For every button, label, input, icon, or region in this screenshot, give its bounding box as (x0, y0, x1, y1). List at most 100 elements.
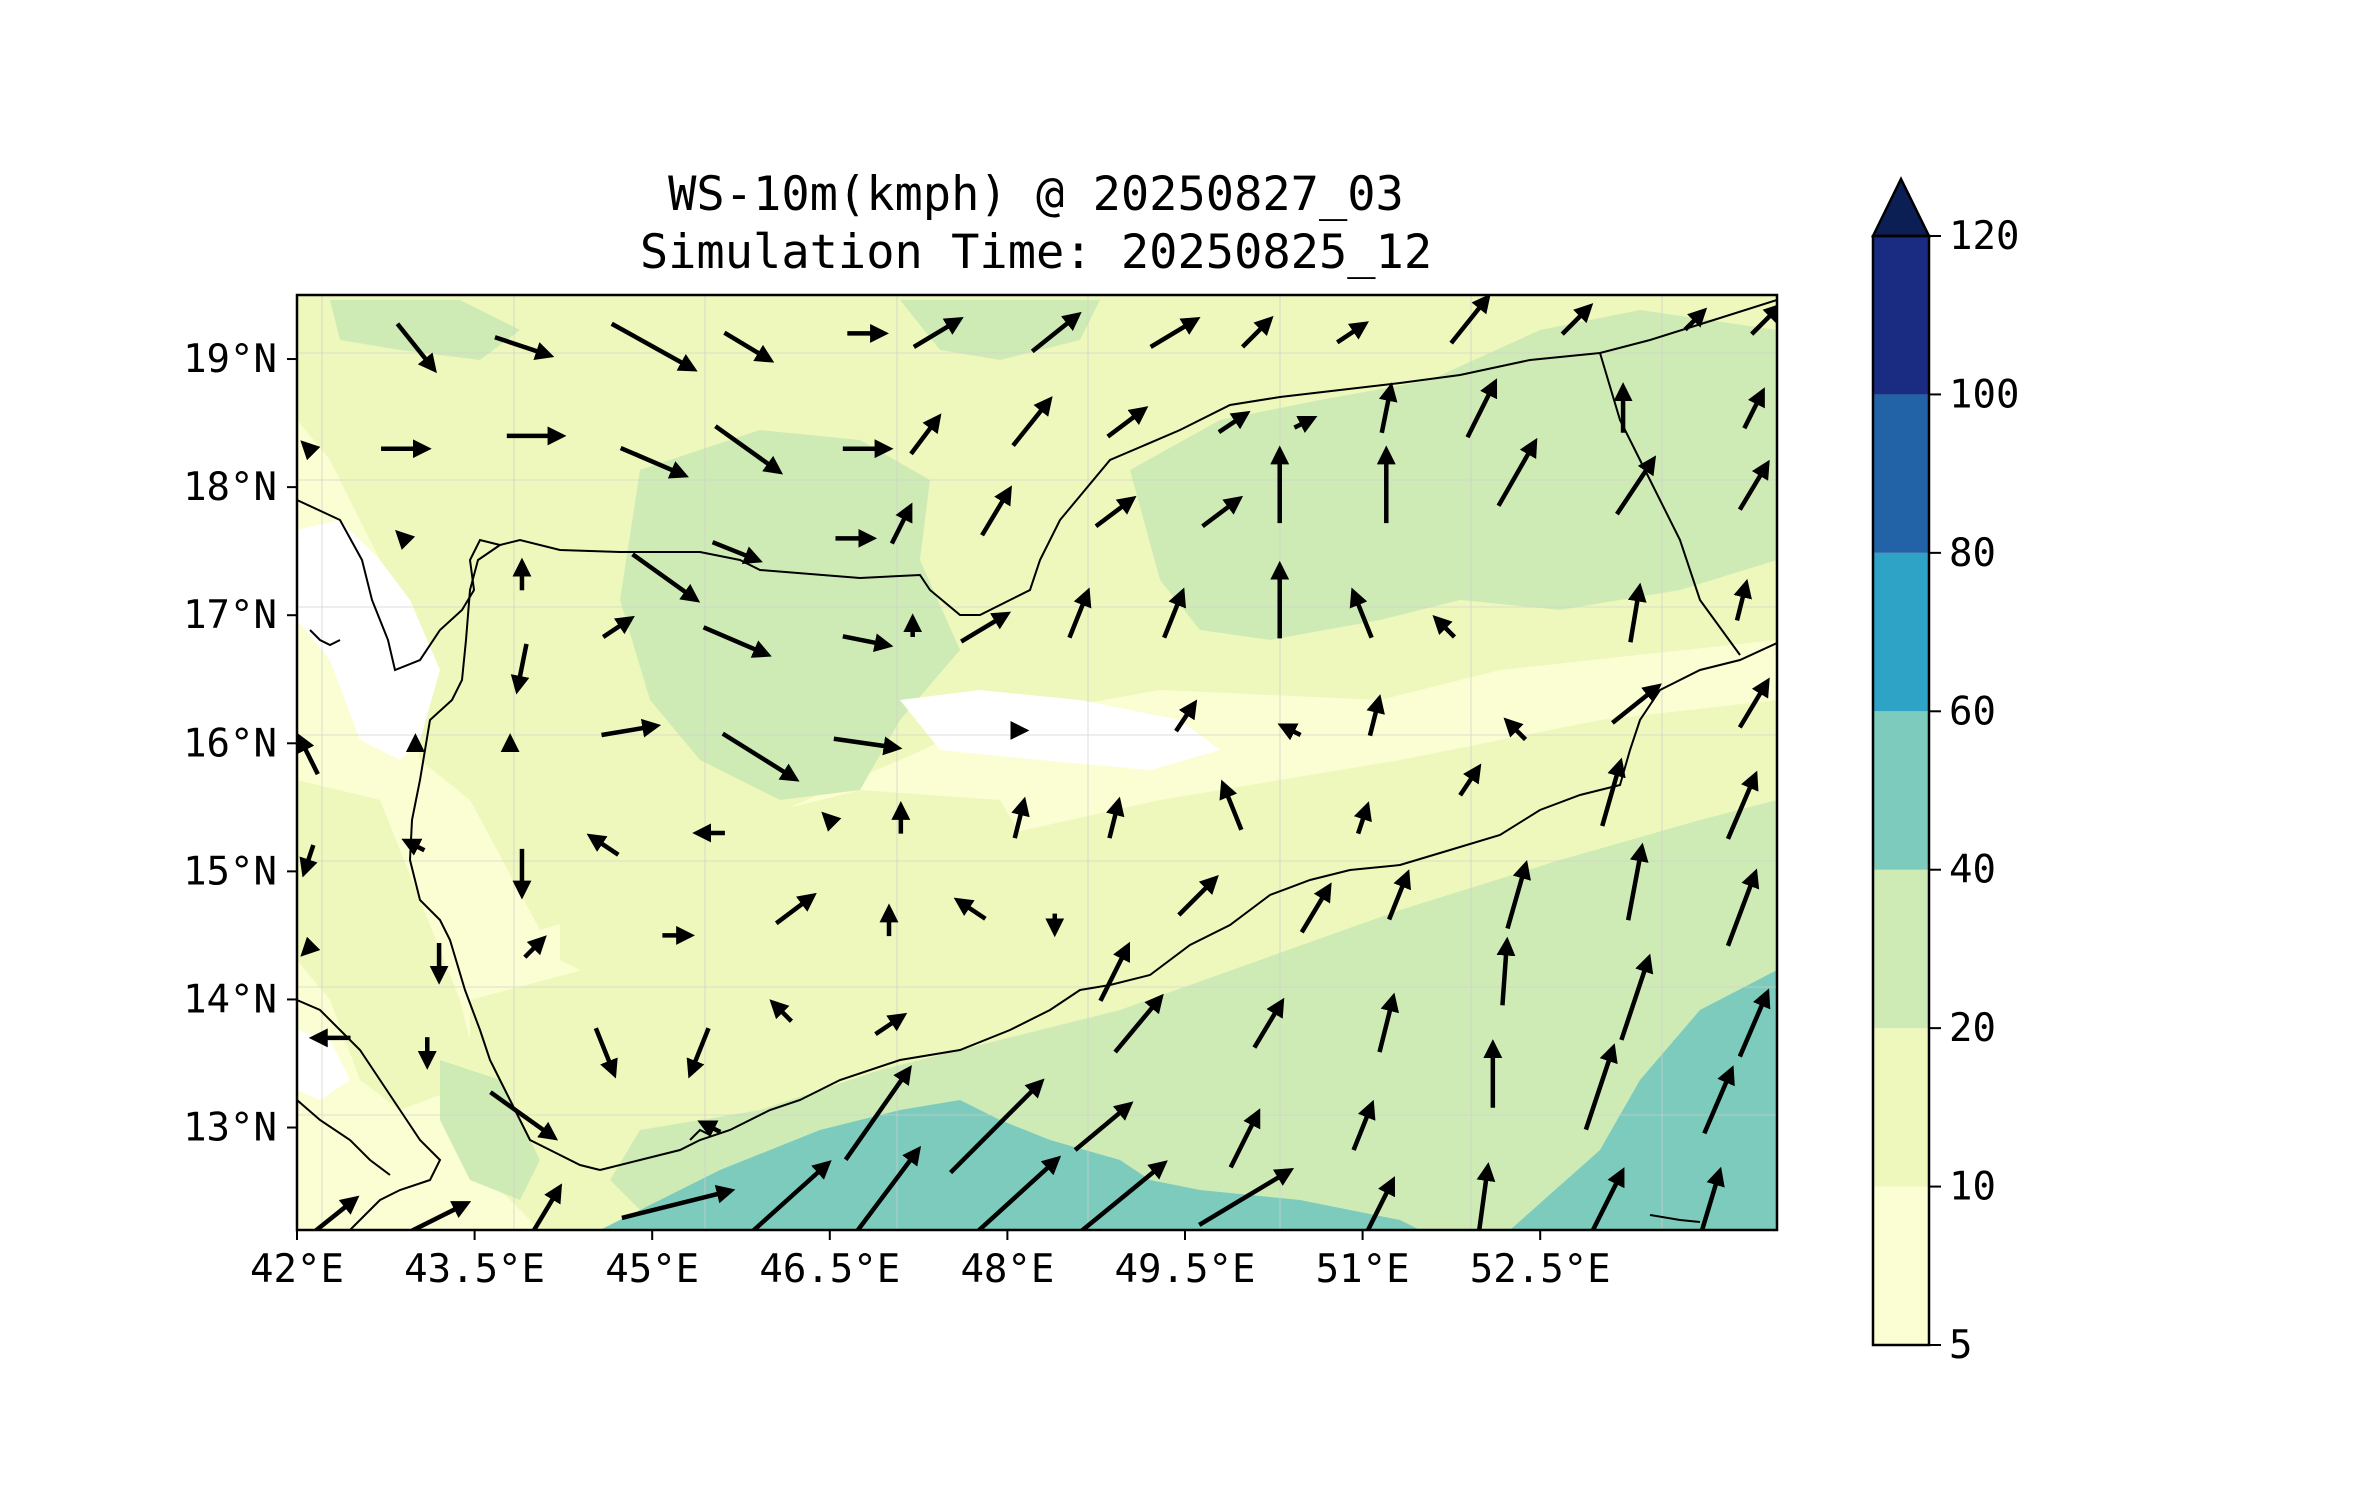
wind-arrow (1432, 615, 1457, 639)
lon-tick-label: 48°E (960, 1247, 1054, 1292)
lon-tick-label: 46.5°E (759, 1247, 900, 1292)
wind-arrow (1615, 455, 1657, 516)
colorbar-segment (1873, 1028, 1929, 1187)
white-patch-west-south (297, 1030, 350, 1100)
shade-west-coast (297, 780, 480, 1110)
wind-arrow (586, 833, 620, 857)
shade-arabian-sea (1510, 970, 1777, 1230)
wind-arrow (1505, 860, 1531, 930)
wind-arrow (1583, 1043, 1618, 1131)
wind-arrow (1277, 723, 1302, 741)
lon-tick-label: 42°E (250, 1247, 344, 1292)
wind-arrow (1106, 406, 1149, 439)
arabian-west-coast (408, 544, 601, 1171)
colorbar-segment (1873, 711, 1929, 870)
wind-arrow (401, 838, 426, 856)
wind-arrow (1217, 410, 1251, 434)
wind-arrow (1625, 842, 1649, 921)
african-coast-short (297, 1099, 391, 1176)
wind-arrow (686, 1027, 711, 1079)
wind-arrow (912, 317, 964, 349)
wind-arrow (1600, 757, 1626, 827)
wind-arrow (1113, 993, 1164, 1054)
colorbar-tick-label: 120 (1949, 214, 2019, 259)
wind-arrow (1590, 1167, 1625, 1230)
colorbar-segment (1873, 1186, 1929, 1345)
lon-tick-label: 43.5°E (404, 1247, 545, 1292)
wind-arrow (711, 540, 763, 565)
wind-arrow (1683, 307, 1708, 332)
wind-arrow (523, 935, 547, 959)
wind-arrow (1073, 1101, 1134, 1152)
longitude-ticks: 42°E 43.5°E 45°E 46.5°E 48°E 49.5°E 51°E 52.5°E (250, 1230, 1611, 1292)
wind-arrow (948, 1078, 1045, 1175)
wind-arrow (1619, 953, 1654, 1041)
wind-arrow (1011, 396, 1053, 447)
lon-tick-label: 49.5°E (1115, 1247, 1256, 1292)
colorbar-tick-label: 20 (1949, 1006, 1996, 1051)
wind-arrow (1149, 317, 1201, 349)
wind-arrow (411, 1201, 472, 1230)
wind-arrow (721, 731, 800, 782)
wind-arrow (1737, 677, 1770, 729)
colorbar-segments (1873, 236, 1929, 1345)
wind-arrow (1733, 578, 1752, 621)
red-sea-african-coast (297, 499, 501, 672)
colorbar-segment (1873, 394, 1929, 553)
wind-arrow (395, 529, 416, 550)
colorbar: 5 10 20 40 60 80 100 120 (1870, 176, 2019, 1368)
lat-tick-label: 13°N (183, 1106, 277, 1151)
yemen-oman-border (1599, 352, 1741, 656)
wind-arrow (702, 625, 772, 658)
wind-arrow (1725, 868, 1760, 947)
wind-arrow (833, 736, 903, 756)
white-lowland-patches (297, 520, 1220, 1100)
wind-arrow (1750, 303, 1777, 336)
wind-arrow (1458, 763, 1482, 797)
wind-arrow (1177, 874, 1219, 917)
colorbar-tick-label: 80 (1949, 531, 1996, 576)
wind-arrow (621, 1184, 736, 1221)
wind-arrow (1465, 378, 1498, 439)
wind-arrow (531, 1183, 563, 1230)
wind-arrow (1387, 869, 1411, 921)
wind-arrow (723, 330, 775, 363)
colorbar-segment (1873, 236, 1929, 395)
wind-arrow (855, 1145, 922, 1230)
wind-arrow (300, 440, 321, 461)
lat-tick-label: 18°N (183, 465, 277, 510)
wind-arrow (1240, 315, 1274, 349)
wind-arrow (1699, 1166, 1725, 1230)
title-line2: Simulation Time: 20250825_12 (640, 225, 1432, 280)
wind-arrow (714, 424, 784, 475)
wind-arrow (1351, 1099, 1376, 1151)
wind-arrow (960, 611, 1012, 644)
wind-arrow (1293, 416, 1318, 433)
wind-arrow (1079, 1160, 1168, 1230)
wind-arrow (1742, 387, 1765, 430)
wind-arrow (1067, 587, 1092, 639)
colorbar-segment (1873, 869, 1929, 1029)
wind-arrow (1378, 382, 1398, 434)
wind-arrow (1627, 582, 1647, 643)
wind-arrow (1365, 1176, 1395, 1230)
wind-arrow (1737, 459, 1770, 511)
wind-arrow (601, 718, 662, 738)
wind-arrow (1336, 321, 1369, 345)
arabian-south-coast (599, 642, 1777, 1171)
colorbar-tick-label: 10 (1949, 1165, 1996, 1210)
wind-arrow (1349, 587, 1374, 639)
wind-arrow (1198, 1168, 1295, 1227)
wind-arrow (697, 1120, 722, 1138)
colorbar-frame (1871, 234, 1931, 1347)
colorbar-tick-label: 40 (1949, 848, 1996, 893)
wind-arrow (750, 1160, 832, 1230)
wind-arrow (1201, 495, 1244, 529)
wind-arrow (843, 1065, 912, 1162)
wind-arrow (1496, 437, 1538, 507)
wind-arrow (1737, 988, 1771, 1058)
colorbar-tick-label: 100 (1949, 372, 2019, 417)
wind-arrow (510, 643, 530, 695)
wind-arrow (1476, 1162, 1496, 1230)
